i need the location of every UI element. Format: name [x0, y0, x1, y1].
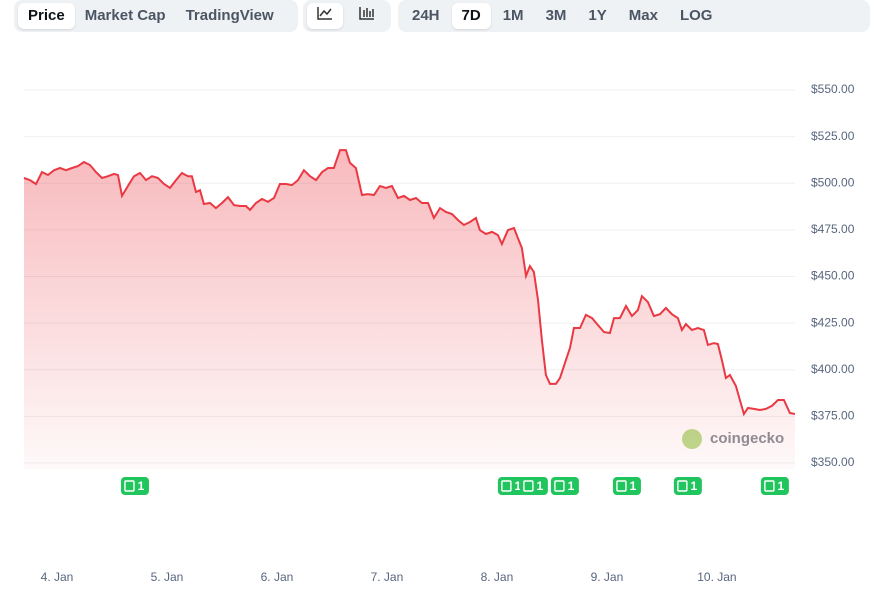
news-marker[interactable]: 1 — [120, 477, 149, 495]
news-badge — [673, 477, 702, 495]
x-tick-label: 10. Jan — [697, 570, 736, 584]
range-tab[interactable]: LOG — [679, 7, 713, 24]
y-tick-label: $450.00 — [811, 269, 855, 283]
x-tick-label: 5. Jan — [151, 570, 184, 584]
news-count: 1 — [630, 479, 637, 493]
candle-chart-button[interactable] — [349, 3, 385, 29]
news-marker[interactable]: 1 — [519, 477, 548, 495]
range-tab[interactable]: 1M — [502, 7, 524, 24]
view-tab[interactable]: TradingView — [185, 7, 274, 24]
news-icon — [677, 480, 688, 492]
y-tick-label: $350.00 — [811, 455, 855, 469]
news-icon — [554, 480, 565, 492]
news-count: 1 — [568, 479, 575, 493]
news-marker[interactable]: 1 — [497, 477, 526, 495]
y-tick-label: $500.00 — [811, 175, 855, 189]
range-tab[interactable]: 7D — [451, 3, 491, 29]
logo — [682, 429, 702, 449]
y-tick-label: $375.00 — [811, 409, 855, 423]
news-count: 1 — [515, 479, 522, 493]
price-line — [23, 149, 796, 417]
news-icon — [124, 480, 135, 492]
news-count: 1 — [691, 479, 698, 493]
range-tab[interactable]: 3M — [545, 7, 567, 24]
range-tab[interactable]: 1Y — [588, 7, 607, 24]
x-tick-label: 4. Jan — [41, 570, 74, 584]
price-area — [24, 150, 795, 469]
y-tick-label: $425.00 — [811, 315, 855, 329]
x-tick-label: 9. Jan — [591, 570, 624, 584]
line-icon — [317, 7, 332, 20]
news-marker[interactable]: 1 — [673, 477, 702, 495]
news-count: 1 — [778, 479, 785, 493]
x-tick-label: 6. Jan — [261, 570, 294, 584]
news-badge — [760, 477, 789, 495]
news-icon — [616, 480, 627, 492]
news-badge — [497, 477, 526, 495]
news-badge — [120, 477, 149, 495]
range-tabs: 24H 7D 1M 3M 1Y Max LOG — [398, 0, 870, 32]
candle-icon — [359, 7, 374, 20]
news-icon — [523, 480, 534, 492]
news-count: 1 — [138, 479, 145, 493]
chart-style-tabs — [303, 0, 391, 32]
x-tick-label: 7. Jan — [371, 570, 404, 584]
line-chart-button[interactable] — [307, 3, 343, 29]
news-badge — [519, 477, 548, 495]
view-tab[interactable]: Market Cap — [84, 7, 166, 24]
news-icon — [764, 480, 775, 492]
news-marker[interactable]: 1 — [550, 477, 579, 495]
watermark: coingecko — [710, 430, 784, 447]
news-icon — [501, 480, 512, 492]
y-tick-label: $550.00 — [811, 82, 855, 96]
y-tick-label: $475.00 — [811, 222, 855, 236]
news-marker[interactable]: 1 — [760, 477, 789, 495]
y-tick-label: $400.00 — [811, 362, 855, 376]
y-tick-label: $525.00 — [811, 129, 855, 143]
range-tab[interactable]: 24H — [412, 7, 440, 24]
news-marker[interactable]: 1 — [612, 477, 641, 495]
x-tick-label: 8. Jan — [481, 570, 514, 584]
news-badge — [612, 477, 641, 495]
view-tabs: Price Market Cap TradingView — [14, 0, 298, 32]
news-count: 1 — [537, 479, 544, 493]
view-tab[interactable]: Price — [18, 3, 75, 29]
range-tab[interactable]: Max — [628, 7, 658, 24]
news-badge — [550, 477, 579, 495]
